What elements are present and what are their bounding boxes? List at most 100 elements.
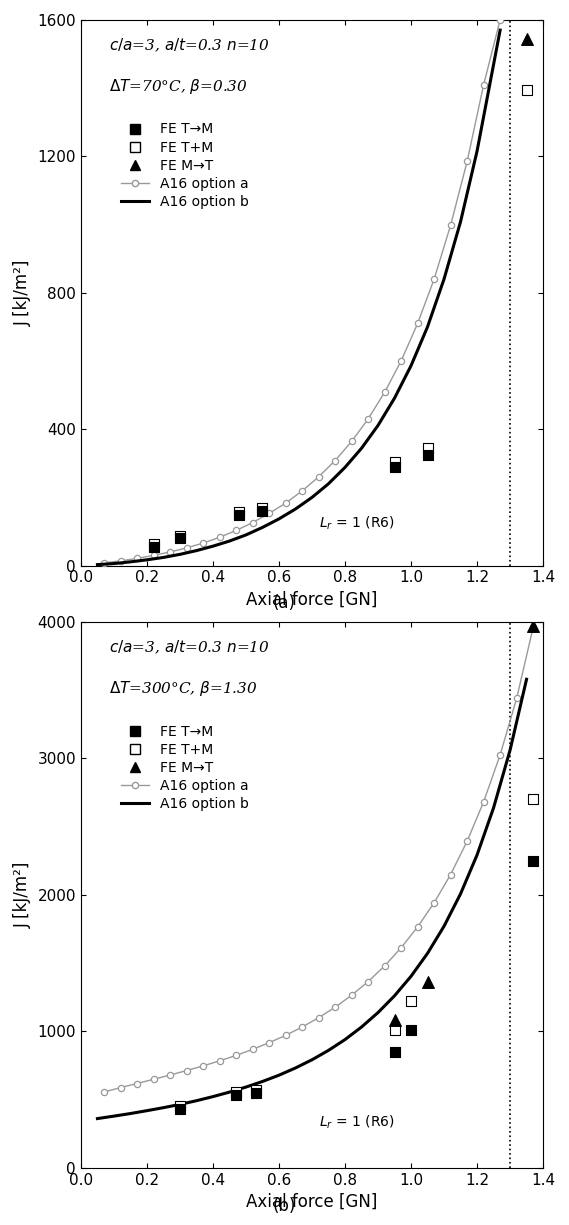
A16 option b <box>440 919 447 933</box>
Point <box>390 1042 399 1062</box>
Point <box>251 1084 261 1104</box>
A16 option b <box>176 1098 183 1112</box>
X-axis label: Axial force [GN]: Axial force [GN] <box>246 1193 378 1212</box>
Legend: FE T→M, FE T+M, FE M→T, A16 option a, A16 option b: FE T→M, FE T+M, FE M→T, A16 option a, A1… <box>116 116 254 214</box>
Text: $L_r$ = 1 (R6): $L_r$ = 1 (R6) <box>319 1114 394 1131</box>
A16 option a <box>134 551 141 566</box>
Text: (a): (a) <box>273 594 296 612</box>
Text: $c/a$=3, $a/t$=0.3 $n$=10: $c/a$=3, $a/t$=0.3 $n$=10 <box>109 638 269 655</box>
A16 option a <box>200 535 207 550</box>
A16 option a <box>332 453 339 468</box>
A16 option b <box>391 391 398 405</box>
A16 option a <box>233 523 240 538</box>
A16 option b <box>391 989 398 1003</box>
A16 option a <box>414 316 421 331</box>
Point <box>423 439 432 458</box>
A16 option b <box>94 557 101 572</box>
A16 option b <box>457 887 464 902</box>
A16 option a <box>216 1054 223 1068</box>
A16 option b <box>127 1106 134 1121</box>
A16 option a <box>381 385 388 399</box>
A16 option a <box>233 1049 240 1063</box>
A16 option a <box>332 1000 339 1014</box>
A16 option a <box>315 469 322 484</box>
Point <box>235 506 244 526</box>
A16 option a <box>282 1028 289 1042</box>
A16 option b <box>374 418 381 432</box>
A16 option b <box>143 552 150 567</box>
A16 option b <box>407 359 414 374</box>
A16 option a <box>299 484 306 499</box>
Point <box>232 1082 241 1101</box>
A16 option b <box>275 512 282 527</box>
A16 option b <box>308 490 315 505</box>
A16 option b <box>407 969 414 984</box>
A16 option a <box>480 77 487 92</box>
A16 option a <box>447 867 454 882</box>
Point <box>390 1020 399 1040</box>
Point <box>175 528 184 548</box>
Text: $L_r$ = 1 (R6): $L_r$ = 1 (R6) <box>319 514 394 533</box>
A16 option a <box>282 496 289 511</box>
Line: A16 option b: A16 option b <box>97 31 500 565</box>
A16 option b <box>275 1068 282 1083</box>
A16 option b <box>176 548 183 562</box>
A16 option a <box>365 412 372 426</box>
A16 option b <box>292 502 299 517</box>
A16 option a <box>398 354 405 369</box>
A16 option b <box>473 848 480 862</box>
A16 option b <box>160 550 167 565</box>
Point <box>390 1011 399 1030</box>
Point <box>390 457 399 477</box>
A16 option b <box>341 461 348 475</box>
Point <box>258 501 267 521</box>
A16 option a <box>431 895 438 910</box>
A16 option b <box>473 143 480 158</box>
A16 option b <box>259 1074 266 1089</box>
Text: $\Delta T$=300°C, $\beta$=1.30: $\Delta T$=300°C, $\beta$=1.30 <box>109 680 257 698</box>
A16 option b <box>523 673 530 687</box>
A16 option a <box>167 1068 174 1083</box>
Point <box>175 526 184 545</box>
Point <box>423 973 432 992</box>
A16 option a <box>365 974 372 989</box>
A16 option b <box>424 320 431 334</box>
Point <box>406 991 415 1011</box>
A16 option b <box>143 1104 150 1118</box>
A16 option a <box>530 620 537 635</box>
Point <box>175 1096 184 1116</box>
Line: A16 option a: A16 option a <box>101 625 536 1095</box>
A16 option a <box>348 434 355 448</box>
A16 option a <box>200 1058 207 1073</box>
Text: (b): (b) <box>273 1197 296 1214</box>
A16 option a <box>101 1084 108 1099</box>
A16 option b <box>440 272 447 287</box>
A16 option b <box>506 742 513 757</box>
Point <box>522 29 531 49</box>
Point <box>423 445 432 464</box>
A16 option a <box>266 506 273 521</box>
A16 option b <box>193 543 200 557</box>
Point <box>406 1020 415 1040</box>
A16 option a <box>101 555 108 570</box>
A16 option b <box>193 1094 200 1109</box>
A16 option b <box>127 555 134 570</box>
A16 option a <box>381 959 388 974</box>
A16 option a <box>216 530 223 545</box>
A16 option b <box>374 1006 381 1020</box>
Point <box>232 1085 241 1105</box>
Point <box>529 616 538 636</box>
A16 option a <box>183 1063 190 1078</box>
A16 option b <box>226 534 233 549</box>
Line: A16 option b: A16 option b <box>97 680 526 1118</box>
A16 option b <box>110 556 117 571</box>
A16 option b <box>292 1061 299 1076</box>
Point <box>529 851 538 871</box>
Y-axis label: J [kJ/m²]: J [kJ/m²] <box>14 861 32 929</box>
A16 option b <box>490 801 497 816</box>
A16 option b <box>209 539 216 554</box>
A16 option b <box>160 1100 167 1115</box>
Legend: FE T→M, FE T+M, FE M→T, A16 option a, A16 option b: FE T→M, FE T+M, FE M→T, A16 option a, A1… <box>116 719 254 817</box>
Point <box>390 452 399 472</box>
A16 option a <box>183 540 190 555</box>
